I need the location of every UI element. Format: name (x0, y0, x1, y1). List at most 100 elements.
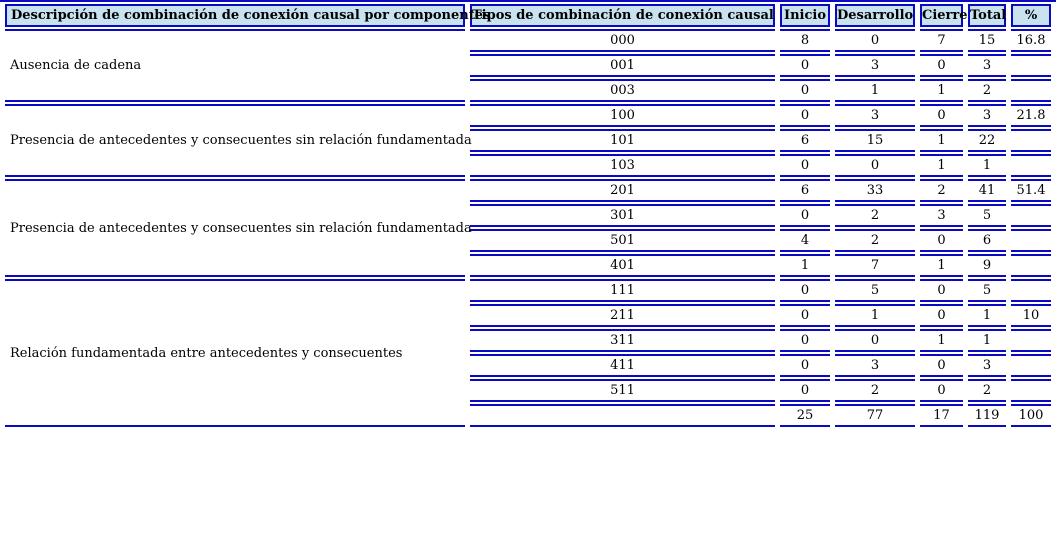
inicio-cell: 0 (780, 54, 830, 77)
inicio-cell: 0 (780, 279, 830, 302)
desarrollo-cell: 1 (835, 304, 915, 327)
percent-cell (1011, 254, 1051, 277)
total-cell: 1 (968, 329, 1006, 352)
table-row: 301 0 2 3 5 (5, 204, 1051, 227)
total-cell: 1 (968, 154, 1006, 177)
table-row: 411 0 3 0 3 (5, 354, 1051, 377)
code-cell: 101 (470, 129, 775, 152)
description-cell: Presencia de antecedentes y consecuentes… (5, 104, 472, 177)
table-row: 401 1 7 1 9 (5, 254, 1051, 277)
cierre-cell: 0 (920, 279, 963, 302)
percent-cell (1011, 329, 1051, 352)
percent-cell: 16.8 (1011, 29, 1051, 52)
inicio-cell: 4 (780, 229, 830, 252)
inicio-cell: 0 (780, 379, 830, 402)
description-cell: Presencia de antecedentes y consecuentes… (5, 179, 472, 277)
inicio-cell: 6 (780, 129, 830, 152)
table-row: 311 0 0 1 1 (5, 329, 1051, 352)
cierre-cell: 1 (920, 154, 963, 177)
total-cell: 3 (968, 354, 1006, 377)
percent-cell (1011, 154, 1051, 177)
totals-row: 25 77 17 119 100 (5, 404, 1051, 427)
percent-cell (1011, 129, 1051, 152)
desarrollo-cell: 0 (835, 329, 915, 352)
desarrollo-cell: 2 (835, 379, 915, 402)
desarrollo-cell: 2 (835, 229, 915, 252)
totals-total-cell: 119 (968, 404, 1006, 427)
inicio-cell: 0 (780, 204, 830, 227)
totals-code-cell (470, 404, 775, 427)
total-cell: 5 (968, 279, 1006, 302)
cierre-cell: 0 (920, 229, 963, 252)
code-cell: 201 (470, 179, 775, 202)
percent-cell: 10 (1011, 304, 1051, 327)
code-cell: 100 (470, 104, 775, 127)
header-tipos: Tipos de combinación de conexión causal (470, 4, 775, 27)
cierre-cell: 1 (920, 254, 963, 277)
desarrollo-cell: 3 (835, 354, 915, 377)
inicio-cell: 0 (780, 329, 830, 352)
desarrollo-cell: 7 (835, 254, 915, 277)
inicio-cell: 0 (780, 104, 830, 127)
header-inicio: Inicio (780, 4, 830, 27)
desarrollo-cell: 0 (835, 154, 915, 177)
header-row: Descripción de combinación de conexión c… (5, 4, 1051, 27)
inicio-cell: 8 (780, 29, 830, 52)
table-row: Presencia de antecedentes y consecuentes… (5, 104, 1051, 177)
cierre-cell: 0 (920, 104, 963, 127)
total-cell: 3 (968, 54, 1006, 77)
code-cell: 001 (470, 54, 775, 77)
code-cell: 401 (470, 254, 775, 277)
code-cell: 111 (470, 279, 775, 302)
total-cell: 22 (968, 129, 1006, 152)
percent-cell (1011, 279, 1051, 302)
header-percent: % (1011, 4, 1051, 27)
total-cell: 1 (968, 304, 1006, 327)
cierre-cell: 0 (920, 354, 963, 377)
code-cell: 411 (470, 354, 775, 377)
table-body: Ausencia de cadena 000 8 0 7 15 16.8 001 0 3 0 3 003… (5, 29, 1051, 427)
header-total: Total (968, 4, 1006, 27)
desarrollo-cell: 3 (835, 104, 915, 127)
total-cell: 9 (968, 254, 1006, 277)
code-cell: 501 (470, 229, 775, 252)
table-row: 001 0 3 0 3 (5, 54, 1051, 77)
total-cell: 2 (968, 79, 1006, 102)
inicio-cell: 0 (780, 304, 830, 327)
percent-cell (1011, 54, 1051, 77)
total-cell: 15 (968, 29, 1006, 52)
code-cell: 003 (470, 79, 775, 102)
percent-cell (1011, 229, 1051, 252)
percent-cell (1011, 79, 1051, 102)
causal-connection-table: Descripción de combinación de conexión c… (0, 0, 1056, 427)
table-row: 003 0 1 1 2 (5, 79, 1051, 102)
code-cell: 301 (470, 204, 775, 227)
total-cell: 6 (968, 229, 1006, 252)
percent-cell (1011, 204, 1051, 227)
description-cell: Ausencia de cadena (5, 29, 465, 102)
cierre-cell: 2 (920, 179, 963, 202)
inicio-cell: 1 (780, 254, 830, 277)
percent-cell: 21.8 (1011, 104, 1051, 127)
desarrollo-cell: 3 (835, 54, 915, 77)
percent-cell (1011, 379, 1051, 402)
header-desarrollo: Desarrollo (835, 4, 915, 27)
cierre-cell: 1 (920, 79, 963, 102)
totals-cierre-cell: 17 (920, 404, 963, 427)
percent-cell (1011, 354, 1051, 377)
cierre-cell: 0 (920, 54, 963, 77)
inicio-cell: 0 (780, 354, 830, 377)
percent-cell: 51.4 (1011, 179, 1051, 202)
code-cell: 103 (470, 154, 775, 177)
table-row: 501 4 2 0 6 (5, 229, 1051, 252)
description-cell: Relación fundamentada entre antecedentes… (5, 279, 465, 427)
cierre-cell: 1 (920, 129, 963, 152)
desarrollo-cell: 2 (835, 204, 915, 227)
total-cell: 5 (968, 204, 1006, 227)
table-row: Ausencia de cadena 000 8 0 7 15 16.8 (5, 29, 1051, 102)
desarrollo-cell: 33 (835, 179, 915, 202)
inicio-cell: 0 (780, 79, 830, 102)
desarrollo-cell: 1 (835, 79, 915, 102)
table-row: 211 0 1 0 1 10 (5, 304, 1051, 327)
